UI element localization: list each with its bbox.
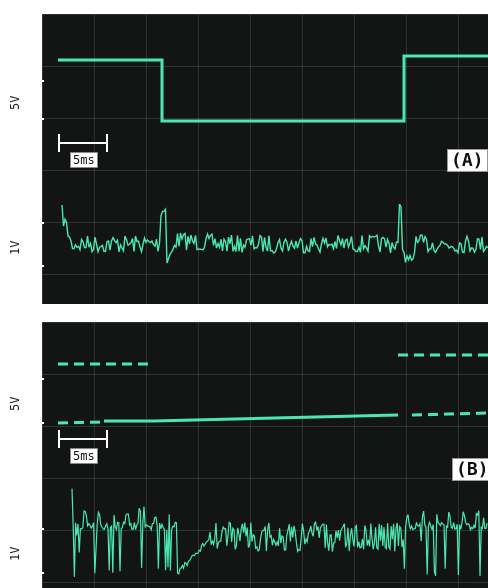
oscilloscope-screen-a: 5ms (A): [42, 14, 488, 304]
graticule-b: [42, 322, 488, 588]
volt-scale-a: 5V: [8, 80, 50, 120]
panel-tag-b: (B): [452, 458, 488, 481]
volt-scale-small-label-b: 1V: [8, 546, 22, 561]
volt-scale-small-a: 1V: [8, 222, 50, 267]
volt-scale-label-a: 5V: [8, 95, 22, 110]
waveforms-b: [57, 353, 488, 577]
logic-trace-b-low-dash: [57, 420, 105, 425]
waveforms-a: [58, 54, 488, 264]
time-scale-label-b: 5ms: [70, 448, 98, 464]
logic-trace-b-low: [104, 413, 399, 423]
logic-trace-b-low-right: [411, 411, 488, 417]
time-scale-label-a: 5ms: [70, 152, 98, 168]
volt-scale-label-b: 5V: [8, 396, 22, 411]
logic-trace-a: [58, 54, 488, 123]
analog-trace-a: [61, 203, 488, 264]
oscilloscope-screen-b: 5ms (B): [42, 322, 488, 588]
volt-scale-b: 5V: [8, 378, 50, 424]
analog-trace-b: [71, 488, 488, 577]
volt-scale-small-label-a: 1V: [8, 240, 22, 255]
volt-scale-small-b: 1V: [8, 528, 50, 574]
panel-tag-a: (A): [447, 149, 488, 172]
